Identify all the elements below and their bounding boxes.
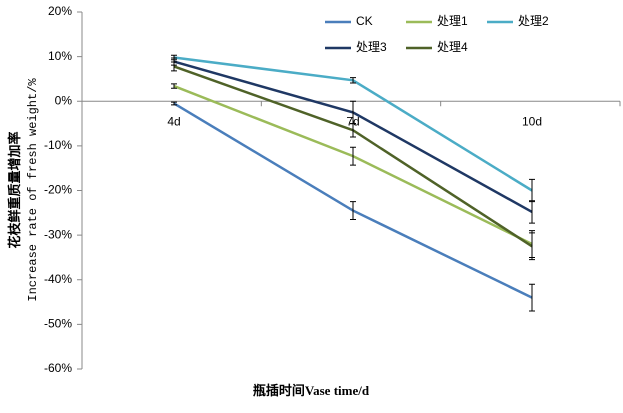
error-bar [350, 201, 356, 221]
legend-label: 处理2 [518, 14, 549, 28]
y-tick-label: -40% [44, 272, 72, 286]
error-bar [529, 283, 535, 312]
y-tick-label: 20% [48, 4, 72, 18]
y-axis-title-en: Increase rate of fresh weight/% [26, 78, 40, 302]
error-bar [171, 61, 177, 72]
x-tick-label: 10d [522, 114, 542, 128]
y-tick-label: -60% [44, 361, 72, 375]
error-bar [350, 123, 356, 138]
legend-label: 处理3 [356, 40, 387, 54]
y-axis-title-cn: 花枝鲜重质量增加率 [7, 131, 22, 248]
x-tick-label: 4d [167, 114, 180, 128]
y-tick-label: -30% [44, 227, 72, 241]
y-tick-label: -20% [44, 183, 72, 197]
error-bar [350, 77, 356, 84]
legend-label: 处理4 [437, 40, 468, 54]
y-tick-label: -50% [44, 317, 72, 331]
error-bar [171, 101, 177, 106]
legend-label: 处理1 [437, 14, 468, 28]
y-tick-label: -10% [44, 138, 72, 152]
error-bar [171, 83, 177, 89]
x-axis-title: 瓶插时间Vase time/d [253, 383, 370, 398]
y-tick-label: 0% [55, 93, 73, 107]
legend-label: CK [356, 14, 373, 28]
y-tick-label: 10% [48, 49, 72, 63]
error-bar [350, 146, 356, 166]
error-bar [529, 200, 535, 224]
y-axis-title: 花枝鲜重质量增加率 Increase rate of fresh weight/… [7, 78, 40, 302]
error-bar [529, 232, 535, 261]
